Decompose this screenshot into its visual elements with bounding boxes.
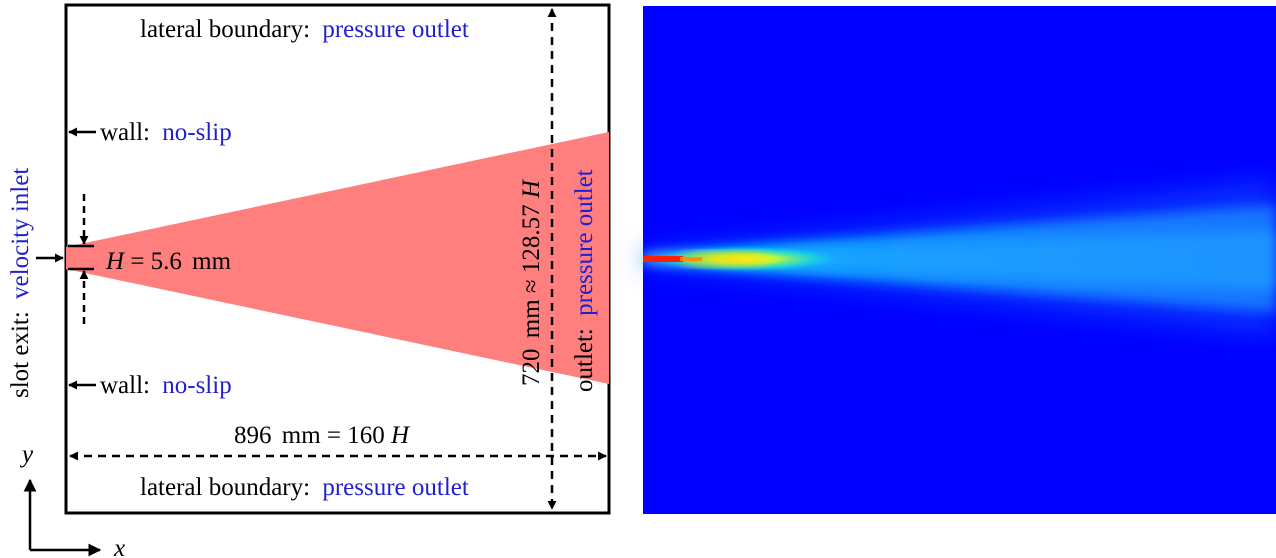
lower-wall-name: wall: xyxy=(100,372,150,399)
lower-wall-label: wall: no-slip xyxy=(100,372,232,399)
y-axis-label: y xyxy=(19,441,34,468)
plume-inner xyxy=(650,230,1276,290)
outlet-name: outlet: xyxy=(571,328,598,392)
domain-length-unit: mm xyxy=(282,422,321,449)
slot-exit-tip xyxy=(680,257,702,261)
coordinate-axes: y x xyxy=(19,441,125,558)
slot-height-value: = 5.6 xyxy=(130,248,182,275)
bottom-boundary-name: lateral boundary: xyxy=(140,474,310,501)
upper-wall-label: wall: no-slip xyxy=(100,119,232,146)
contour-panel xyxy=(643,6,1276,514)
outlet-value: pressure outlet xyxy=(571,169,598,316)
domain-height-approx: ≈ 128.57 xyxy=(518,204,545,293)
domain-height-value: 720 xyxy=(518,349,545,387)
domain-length-value: 896 xyxy=(234,422,272,449)
slot-height-symbol: H xyxy=(105,248,126,275)
domain-height-label: 720 mm ≈ 128.57 H xyxy=(518,178,545,386)
slot-height-unit: mm xyxy=(192,248,231,275)
domain-length-symbol: H xyxy=(390,422,411,449)
bottom-boundary-value: pressure outlet xyxy=(322,474,469,501)
domain-height-symbol: H xyxy=(518,178,545,199)
lower-wall-value: no-slip xyxy=(162,372,231,399)
top-boundary-name: lateral boundary: xyxy=(140,16,310,43)
jet-plume xyxy=(643,180,1276,335)
inlet-label: slot exit: velocity inlet xyxy=(7,168,34,398)
domain-height-unit: mm xyxy=(518,299,545,338)
schematic-panel: lateral boundary: pressure outlet latera… xyxy=(7,3,611,558)
upper-wall-value: no-slip xyxy=(162,119,231,146)
outlet-label: outlet: pressure outlet xyxy=(571,169,598,392)
slot-height-label: H = 5.6 mm xyxy=(105,248,232,275)
domain-length-label: 896 mm = 160 H xyxy=(234,422,411,449)
core-hot xyxy=(680,254,770,264)
inlet-value: velocity inlet xyxy=(7,168,34,299)
slot-exit-hot xyxy=(643,256,683,262)
bottom-boundary-label: lateral boundary: pressure outlet xyxy=(140,474,469,501)
top-boundary-value: pressure outlet xyxy=(322,16,469,43)
top-boundary-label: lateral boundary: pressure outlet xyxy=(140,16,469,43)
upper-wall-name: wall: xyxy=(100,119,150,146)
domain-length-equals: = 160 xyxy=(327,422,385,449)
jet-region xyxy=(66,132,609,384)
x-axis-label: x xyxy=(113,535,125,558)
inlet-name: slot exit: xyxy=(7,311,34,398)
